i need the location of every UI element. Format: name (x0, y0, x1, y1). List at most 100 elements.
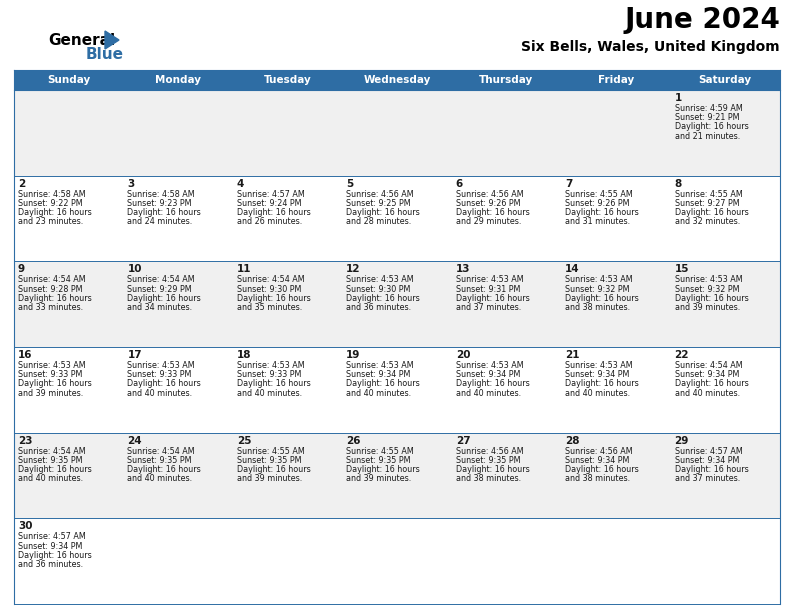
Text: Sunrise: 4:58 AM: Sunrise: 4:58 AM (128, 190, 195, 199)
Text: General: General (48, 33, 115, 48)
Text: and 40 minutes.: and 40 minutes. (346, 389, 411, 398)
Text: Sunrise: 4:54 AM: Sunrise: 4:54 AM (128, 447, 195, 456)
Text: 16: 16 (18, 350, 32, 360)
Text: Sunset: 9:34 PM: Sunset: 9:34 PM (455, 370, 520, 379)
Text: Sunrise: 4:55 AM: Sunrise: 4:55 AM (346, 447, 414, 456)
Text: and 40 minutes.: and 40 minutes. (455, 389, 521, 398)
Text: and 31 minutes.: and 31 minutes. (565, 217, 630, 226)
Text: and 24 minutes.: and 24 minutes. (128, 217, 192, 226)
Text: Sunrise: 4:56 AM: Sunrise: 4:56 AM (346, 190, 414, 199)
Text: and 40 minutes.: and 40 minutes. (18, 474, 83, 483)
Text: and 39 minutes.: and 39 minutes. (18, 389, 83, 398)
Text: and 38 minutes.: and 38 minutes. (565, 474, 630, 483)
Text: Daylight: 16 hours: Daylight: 16 hours (128, 294, 201, 303)
Polygon shape (105, 31, 119, 49)
Text: Sunrise: 4:57 AM: Sunrise: 4:57 AM (675, 447, 742, 456)
Bar (14, 176, 780, 261)
Text: Tuesday: Tuesday (264, 75, 311, 85)
Bar (14, 90, 780, 176)
Text: Sunrise: 4:53 AM: Sunrise: 4:53 AM (455, 361, 524, 370)
Text: Sunset: 9:31 PM: Sunset: 9:31 PM (455, 285, 520, 294)
Text: Sunset: 9:35 PM: Sunset: 9:35 PM (346, 456, 411, 465)
Text: and 33 minutes.: and 33 minutes. (18, 303, 83, 312)
Text: Daylight: 16 hours: Daylight: 16 hours (18, 465, 92, 474)
Text: 7: 7 (565, 179, 573, 188)
Text: Sunrise: 4:55 AM: Sunrise: 4:55 AM (675, 190, 742, 199)
Text: Sunset: 9:21 PM: Sunset: 9:21 PM (675, 113, 739, 122)
Bar (14, 433, 780, 518)
Bar (14, 518, 780, 604)
Text: 18: 18 (237, 350, 251, 360)
Text: and 39 minutes.: and 39 minutes. (346, 474, 412, 483)
Text: 5: 5 (346, 179, 353, 188)
Text: and 40 minutes.: and 40 minutes. (675, 389, 740, 398)
Text: Daylight: 16 hours: Daylight: 16 hours (346, 208, 420, 217)
Text: Sunset: 9:34 PM: Sunset: 9:34 PM (675, 456, 739, 465)
Text: 29: 29 (675, 436, 689, 446)
Text: Daylight: 16 hours: Daylight: 16 hours (18, 379, 92, 389)
Text: Sunrise: 4:54 AM: Sunrise: 4:54 AM (128, 275, 195, 285)
Text: Daylight: 16 hours: Daylight: 16 hours (346, 465, 420, 474)
Text: Blue: Blue (86, 47, 124, 62)
Text: 20: 20 (455, 350, 470, 360)
Text: Sunrise: 4:54 AM: Sunrise: 4:54 AM (18, 447, 86, 456)
Text: Wednesday: Wednesday (364, 75, 431, 85)
Text: Sunrise: 4:53 AM: Sunrise: 4:53 AM (237, 361, 304, 370)
Text: and 38 minutes.: and 38 minutes. (565, 303, 630, 312)
Text: Daylight: 16 hours: Daylight: 16 hours (565, 208, 639, 217)
Text: Sunset: 9:33 PM: Sunset: 9:33 PM (128, 370, 192, 379)
Text: Thursday: Thursday (479, 75, 534, 85)
Text: 11: 11 (237, 264, 251, 274)
Text: Daylight: 16 hours: Daylight: 16 hours (675, 122, 748, 132)
Text: Sunset: 9:26 PM: Sunset: 9:26 PM (455, 199, 520, 208)
Text: and 32 minutes.: and 32 minutes. (675, 217, 740, 226)
Text: Sunrise: 4:53 AM: Sunrise: 4:53 AM (675, 275, 742, 285)
Text: Sunset: 9:34 PM: Sunset: 9:34 PM (675, 370, 739, 379)
Text: Sunrise: 4:53 AM: Sunrise: 4:53 AM (346, 361, 414, 370)
Text: Daylight: 16 hours: Daylight: 16 hours (565, 465, 639, 474)
Text: Daylight: 16 hours: Daylight: 16 hours (455, 465, 530, 474)
Text: Daylight: 16 hours: Daylight: 16 hours (18, 294, 92, 303)
Text: Daylight: 16 hours: Daylight: 16 hours (237, 294, 310, 303)
Text: 14: 14 (565, 264, 580, 274)
Text: Daylight: 16 hours: Daylight: 16 hours (565, 379, 639, 389)
Text: and 36 minutes.: and 36 minutes. (346, 303, 411, 312)
Text: and 38 minutes.: and 38 minutes. (455, 474, 521, 483)
Text: Sunset: 9:27 PM: Sunset: 9:27 PM (675, 199, 739, 208)
Text: Sunset: 9:35 PM: Sunset: 9:35 PM (237, 456, 302, 465)
Bar (14, 261, 780, 347)
Text: 27: 27 (455, 436, 470, 446)
Text: 28: 28 (565, 436, 580, 446)
Text: Sunrise: 4:57 AM: Sunrise: 4:57 AM (18, 532, 86, 542)
Text: and 40 minutes.: and 40 minutes. (128, 474, 192, 483)
Text: 4: 4 (237, 179, 244, 188)
Text: Sunset: 9:29 PM: Sunset: 9:29 PM (128, 285, 192, 294)
Text: Sunrise: 4:54 AM: Sunrise: 4:54 AM (675, 361, 742, 370)
Text: Daylight: 16 hours: Daylight: 16 hours (128, 379, 201, 389)
Text: Sunset: 9:30 PM: Sunset: 9:30 PM (346, 285, 411, 294)
Text: 2: 2 (18, 179, 25, 188)
Text: Daylight: 16 hours: Daylight: 16 hours (675, 294, 748, 303)
Text: Sunset: 9:35 PM: Sunset: 9:35 PM (128, 456, 192, 465)
Text: Daylight: 16 hours: Daylight: 16 hours (237, 208, 310, 217)
Text: Sunset: 9:23 PM: Sunset: 9:23 PM (128, 199, 192, 208)
Text: Sunset: 9:28 PM: Sunset: 9:28 PM (18, 285, 82, 294)
Text: 26: 26 (346, 436, 361, 446)
Text: Sunset: 9:35 PM: Sunset: 9:35 PM (18, 456, 82, 465)
Text: and 26 minutes.: and 26 minutes. (237, 217, 302, 226)
Text: Sunrise: 4:53 AM: Sunrise: 4:53 AM (455, 275, 524, 285)
Text: Daylight: 16 hours: Daylight: 16 hours (455, 294, 530, 303)
Text: June 2024: June 2024 (624, 6, 780, 34)
Text: 3: 3 (128, 179, 135, 188)
Text: 24: 24 (128, 436, 142, 446)
Text: Daylight: 16 hours: Daylight: 16 hours (455, 379, 530, 389)
Text: Sunrise: 4:53 AM: Sunrise: 4:53 AM (128, 361, 195, 370)
Text: Daylight: 16 hours: Daylight: 16 hours (18, 208, 92, 217)
Text: Daylight: 16 hours: Daylight: 16 hours (346, 294, 420, 303)
Text: 19: 19 (346, 350, 360, 360)
Text: Daylight: 16 hours: Daylight: 16 hours (455, 208, 530, 217)
Text: Daylight: 16 hours: Daylight: 16 hours (128, 465, 201, 474)
Text: Sunrise: 4:57 AM: Sunrise: 4:57 AM (237, 190, 305, 199)
Text: Daylight: 16 hours: Daylight: 16 hours (675, 465, 748, 474)
Text: Sunrise: 4:55 AM: Sunrise: 4:55 AM (565, 190, 633, 199)
